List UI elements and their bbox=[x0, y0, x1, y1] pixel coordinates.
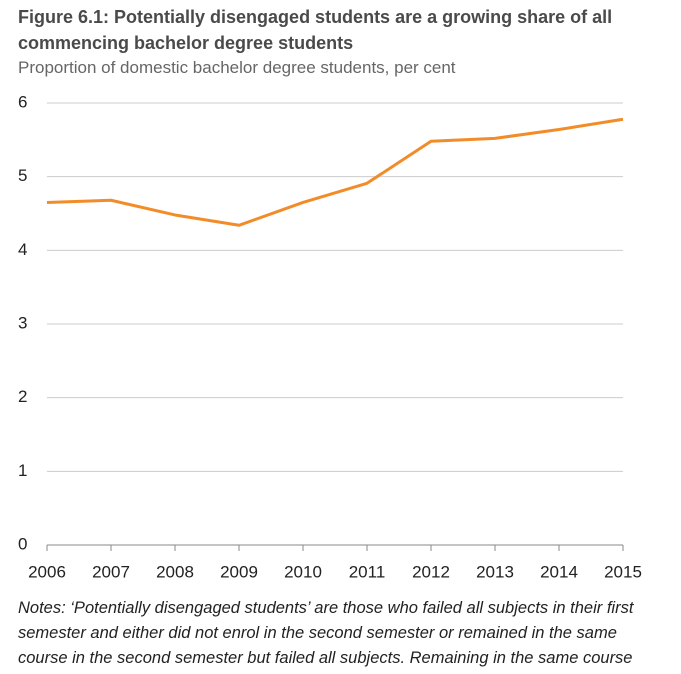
x-tick-label: 2012 bbox=[412, 562, 450, 581]
chart-subtitle: Proportion of domestic bachelor degree s… bbox=[18, 58, 456, 77]
line bbox=[46, 117, 624, 227]
x-tick-label: 2009 bbox=[220, 562, 258, 581]
y-tick-label: 2 bbox=[18, 387, 27, 406]
x-tick-label: 2010 bbox=[284, 562, 322, 581]
chart-note: Notes: ‘Potentially disengaged students’… bbox=[18, 599, 634, 667]
x-tick-label: 2007 bbox=[92, 562, 130, 581]
x-tick-label: 2013 bbox=[476, 562, 514, 581]
y-tick-label: 0 bbox=[18, 534, 27, 553]
y-tick-label: 4 bbox=[18, 240, 27, 259]
y-tick-label: 1 bbox=[18, 461, 27, 480]
x-tick-label: 2014 bbox=[540, 562, 578, 581]
chart: 0 1 2 3 4 5 6 2006 2007 2008 2009 2010 2011 2012 2013 2… bbox=[18, 92, 642, 581]
x-tick-label: 2011 bbox=[349, 562, 386, 581]
chart-title: Figure 6.1: Potentially disengaged stude… bbox=[18, 7, 613, 53]
y-tick-label: 5 bbox=[18, 166, 27, 185]
y-tick-label: 3 bbox=[18, 313, 27, 332]
x-tick-label: 2015 bbox=[604, 562, 642, 581]
x-tick-label: 2006 bbox=[28, 562, 66, 581]
y-tick-label: 6 bbox=[18, 92, 27, 111]
x-tick-label: 2008 bbox=[156, 562, 194, 581]
